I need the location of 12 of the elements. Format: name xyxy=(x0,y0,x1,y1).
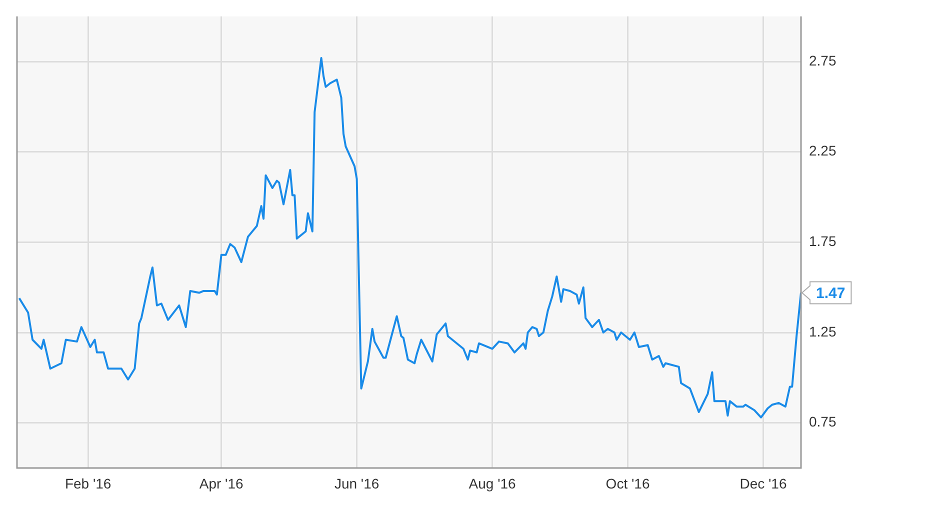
annotation: 1.47 xyxy=(816,284,846,302)
x-tick-label: Oct '16 xyxy=(606,475,650,492)
x-tick-label: Dec '16 xyxy=(740,475,787,492)
y-tick-label: 2.75 xyxy=(809,52,836,68)
x-tick-label: Apr '16 xyxy=(199,475,244,492)
y-tick-label: 1.75 xyxy=(809,233,836,250)
y-tick-label: 1.25 xyxy=(809,323,836,340)
y-tick-label: 0.75 xyxy=(809,414,836,430)
x-tick-label: Jun '16 xyxy=(334,475,380,492)
x-tick-label: Aug '16 xyxy=(468,475,516,492)
x-tick-label: Feb '16 xyxy=(64,475,112,492)
y-tick-label: 2.25 xyxy=(809,142,836,159)
